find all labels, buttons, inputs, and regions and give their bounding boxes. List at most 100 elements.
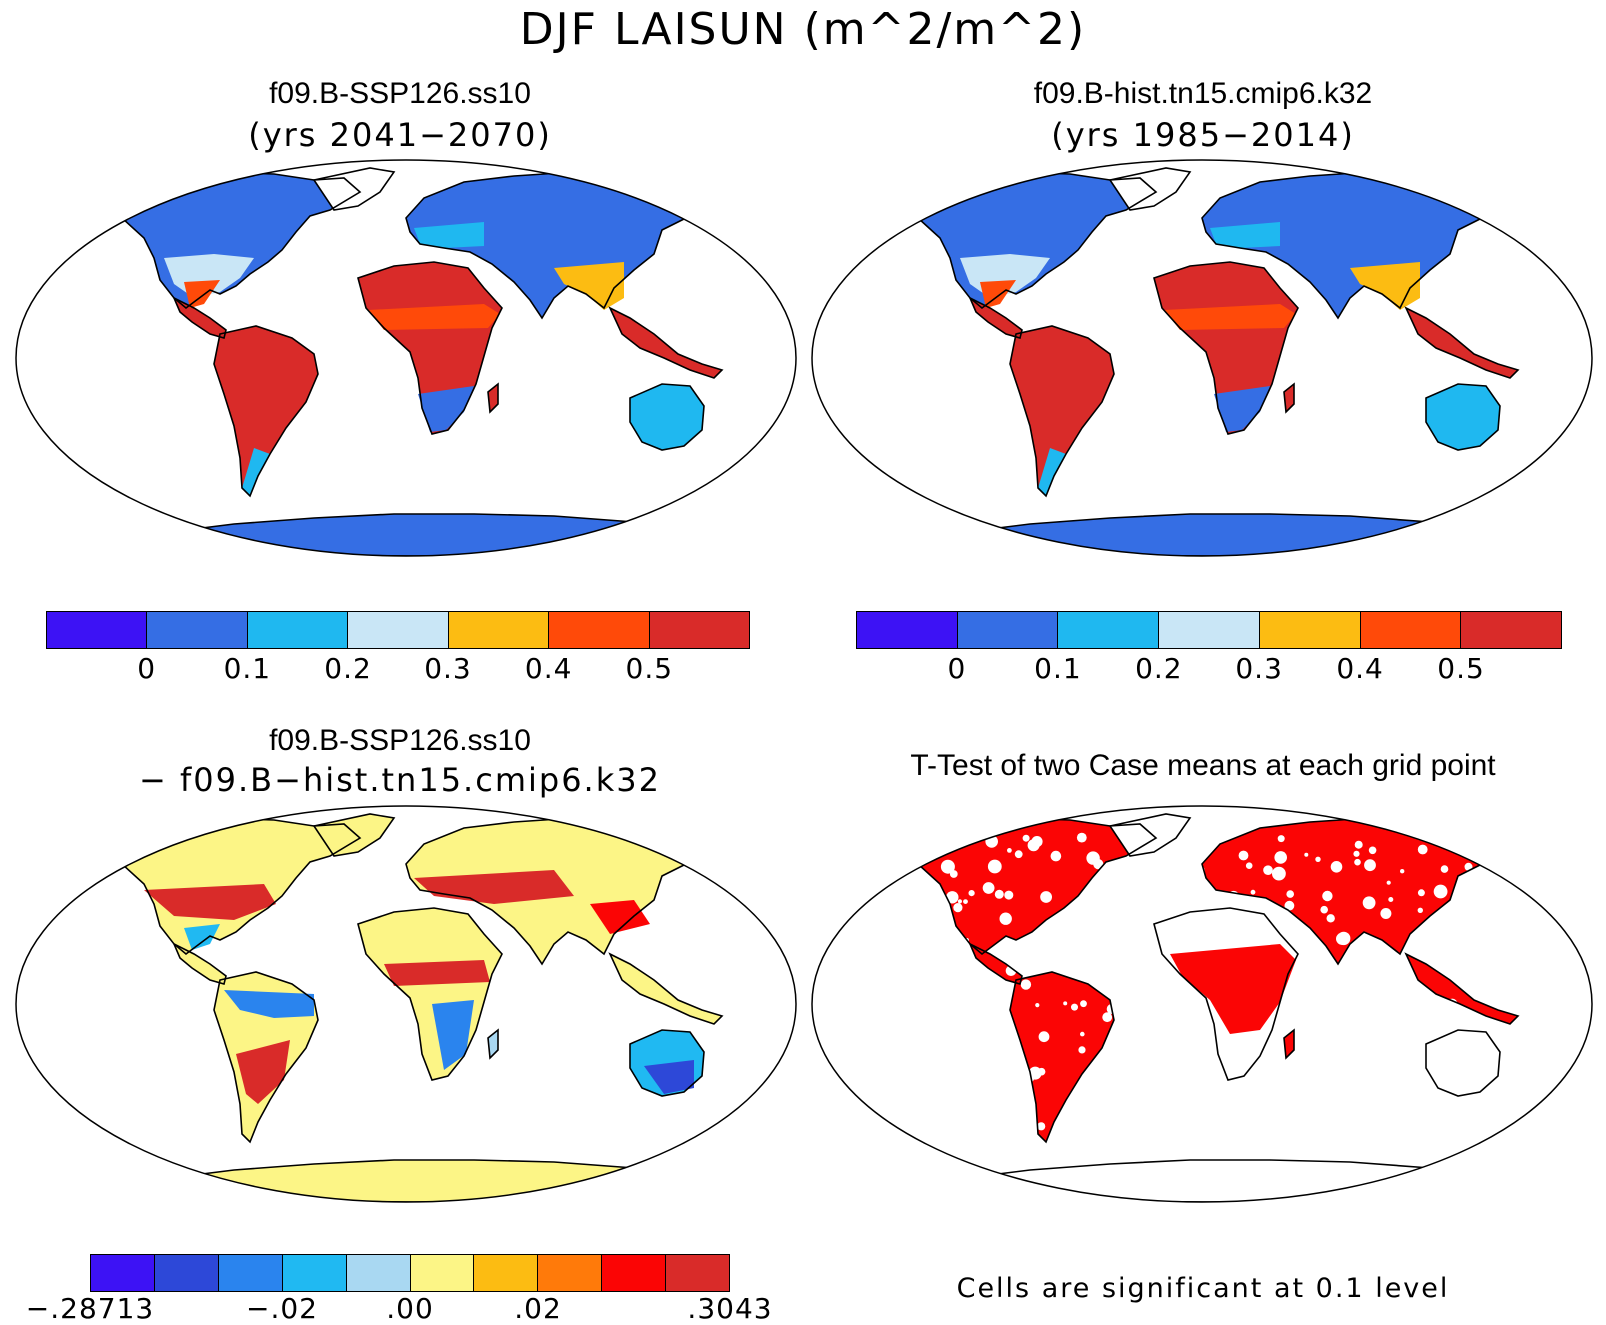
colorbar-swatch — [857, 612, 958, 648]
coastline-australia — [1425, 383, 1501, 451]
coastline-seAsia — [608, 952, 724, 1025]
nonsignificant-cell — [1157, 1086, 1170, 1099]
nonsignificant-cell — [1157, 969, 1164, 976]
nonsignificant-cell — [1377, 955, 1388, 966]
nonsignificant-cell — [1076, 832, 1087, 843]
landmass-seAsia — [610, 308, 722, 378]
colorbar-swatch — [448, 612, 550, 648]
coastline-northAmerica — [98, 817, 362, 956]
landmass-southAmerica — [214, 326, 318, 496]
nonsignificant-cell — [1307, 1077, 1321, 1091]
nonsignificant-cell — [1445, 1071, 1456, 1081]
nonsignificant-cell — [1302, 1015, 1308, 1022]
nonsignificant-cell — [1119, 1065, 1129, 1075]
nonsignificant-cell — [1480, 961, 1493, 975]
nonsignificant-cell — [1352, 1034, 1366, 1048]
nonsignificant-cell — [968, 979, 979, 990]
value-region — [980, 280, 1016, 308]
nonsignificant-cell — [1320, 963, 1335, 978]
panel-title-future: f09.B-SSP126.ss10 — [269, 77, 531, 110]
nonsignificant-cell — [931, 841, 942, 852]
tick-label: −.02 — [246, 1292, 318, 1325]
coastline-southAmerica — [1009, 325, 1115, 498]
nonsignificant-cell — [930, 900, 937, 906]
nonsignificant-cell — [1213, 1096, 1225, 1108]
nonsignificant-cell — [1461, 1080, 1467, 1086]
nonsignificant-cell — [1354, 858, 1361, 866]
nonsignificant-cell — [1114, 1109, 1120, 1116]
colorbar-swatch — [1360, 612, 1462, 648]
nonsignificant-cell — [1086, 851, 1100, 865]
nonsignificant-cell — [1380, 908, 1392, 919]
colorbar-swatch — [1259, 612, 1361, 648]
value-region — [384, 960, 490, 986]
nonsignificant-cell — [1431, 1012, 1440, 1021]
nonsignificant-cell — [1209, 844, 1214, 849]
tick-label: .00 — [386, 1292, 434, 1325]
landmass-eurasia — [1202, 172, 1510, 318]
nonsignificant-cell — [1206, 1030, 1216, 1040]
value-region — [554, 262, 624, 310]
nonsignificant-cell — [1182, 988, 1194, 1000]
landmass-australia — [630, 384, 704, 450]
nonsignificant-cell — [1228, 1052, 1234, 1058]
nonsignificant-cell — [1169, 865, 1176, 871]
colorbar-swatch — [1159, 612, 1260, 648]
map-frame — [811, 805, 1593, 1203]
nonsignificant-cell — [1028, 1066, 1042, 1080]
nonsignificant-cell — [1156, 889, 1162, 896]
nonsignificant-cell — [1397, 1037, 1403, 1043]
panel-subtitle-difference: − f09.B−hist.tn15.cmip6.k32 — [139, 761, 661, 799]
nonsignificant-cell — [1005, 965, 1017, 976]
nonsignificant-cell — [1426, 944, 1438, 957]
nonsignificant-cell — [934, 1040, 940, 1046]
value-region — [1164, 304, 1296, 330]
nonsignificant-cell — [1071, 1003, 1078, 1011]
nonsignificant-cell — [1036, 939, 1047, 949]
nonsignificant-cell — [1481, 956, 1486, 961]
nonsignificant-cell — [1423, 938, 1429, 943]
tick-label: 0.1 — [1034, 652, 1082, 685]
value-region — [184, 924, 220, 950]
nonsignificant-cell — [1499, 1029, 1514, 1044]
colorbar-swatch — [474, 1255, 539, 1291]
nonsignificant-cell — [1020, 979, 1032, 990]
nonsignificant-cell — [1063, 1001, 1068, 1006]
nonsignificant-cell — [1243, 899, 1256, 912]
landmass-seAsia — [1406, 954, 1518, 1024]
nonsignificant-cell — [1143, 981, 1154, 992]
panel-title-difference: f09.B-SSP126.ss10 — [269, 724, 531, 757]
nonsignificant-cell — [994, 889, 1004, 899]
nonsignificant-cell — [1510, 1024, 1521, 1036]
nonsignificant-cell — [1022, 834, 1030, 842]
nonsignificant-cell — [1464, 862, 1473, 871]
coastline-centralAmerica — [172, 942, 227, 985]
coastline-australia — [629, 1029, 705, 1097]
nonsignificant-cell — [1108, 1034, 1113, 1039]
map-frame — [15, 159, 797, 557]
nonsignificant-cell — [1417, 889, 1425, 897]
nonsignificant-cell — [1004, 890, 1014, 900]
panel-subtitle-historical: (yrs 1985−2014) — [1051, 116, 1355, 154]
nonsignificant-cell — [1457, 914, 1464, 921]
nonsignificant-cell — [1158, 933, 1168, 943]
nonsignificant-cell — [982, 882, 995, 894]
colorbar-swatch — [47, 612, 148, 648]
nonsignificant-cell — [1177, 1086, 1191, 1101]
value-region — [242, 448, 270, 496]
nonsignificant-cell — [957, 899, 962, 904]
nonsignificant-cell — [1466, 968, 1479, 982]
nonsignificant-cell — [1112, 967, 1121, 977]
nonsignificant-cell — [1305, 1097, 1315, 1107]
nonsignificant-cell — [1225, 1099, 1231, 1104]
nonsignificant-cell — [1362, 896, 1376, 910]
nonsignificant-cell — [1139, 967, 1147, 975]
nonsignificant-cell — [1314, 1099, 1328, 1113]
value-region — [1210, 222, 1280, 248]
nonsignificant-cell — [1337, 931, 1351, 946]
nonsignificant-cell — [1475, 1059, 1483, 1066]
tick-label: 0.5 — [1437, 652, 1485, 685]
nonsignificant-cell — [1258, 1035, 1267, 1044]
nonsignificant-cell — [1294, 1003, 1304, 1013]
nonsignificant-cell — [964, 1126, 976, 1138]
